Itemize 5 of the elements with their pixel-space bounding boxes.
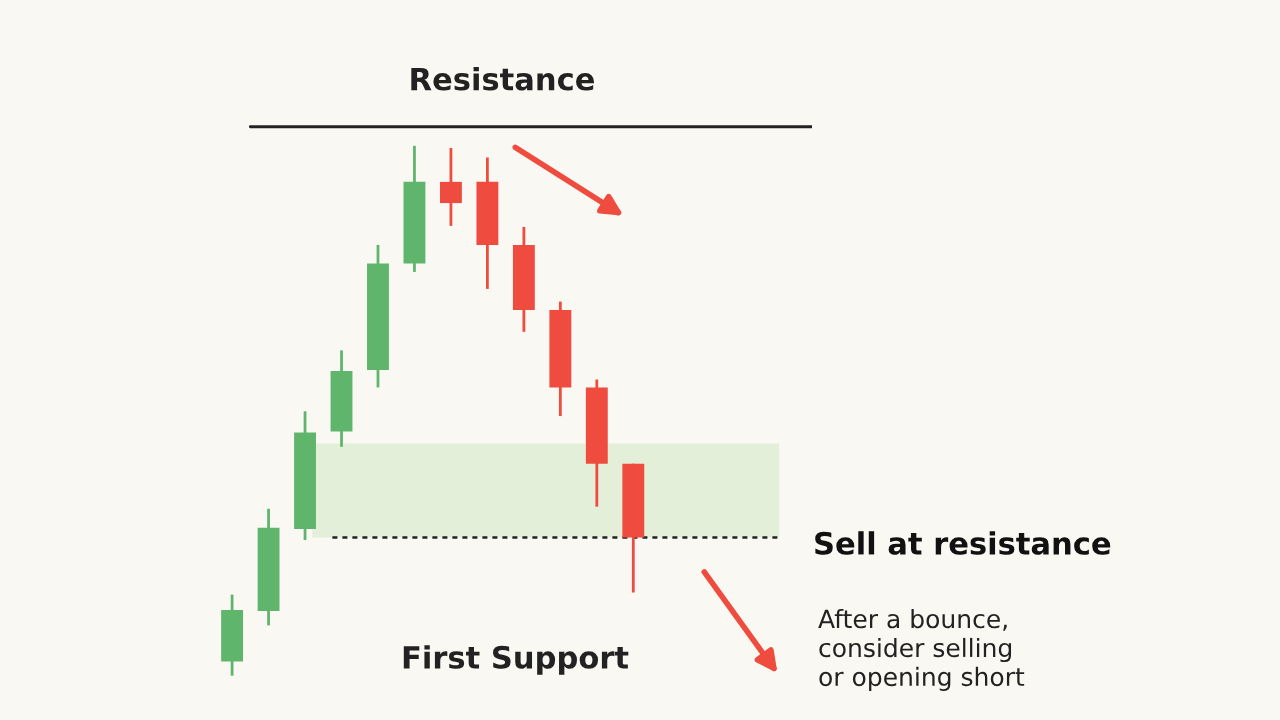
- text: Sell at resistance: [815, 531, 1111, 555]
- text: After a bounce, consider selling or opening short: [818, 608, 1025, 692]
- annotation: First Support: [403, 645, 629, 675]
- candlestick: [439, 146, 462, 228]
- ref-line-label: Resistance: [411, 66, 594, 91]
